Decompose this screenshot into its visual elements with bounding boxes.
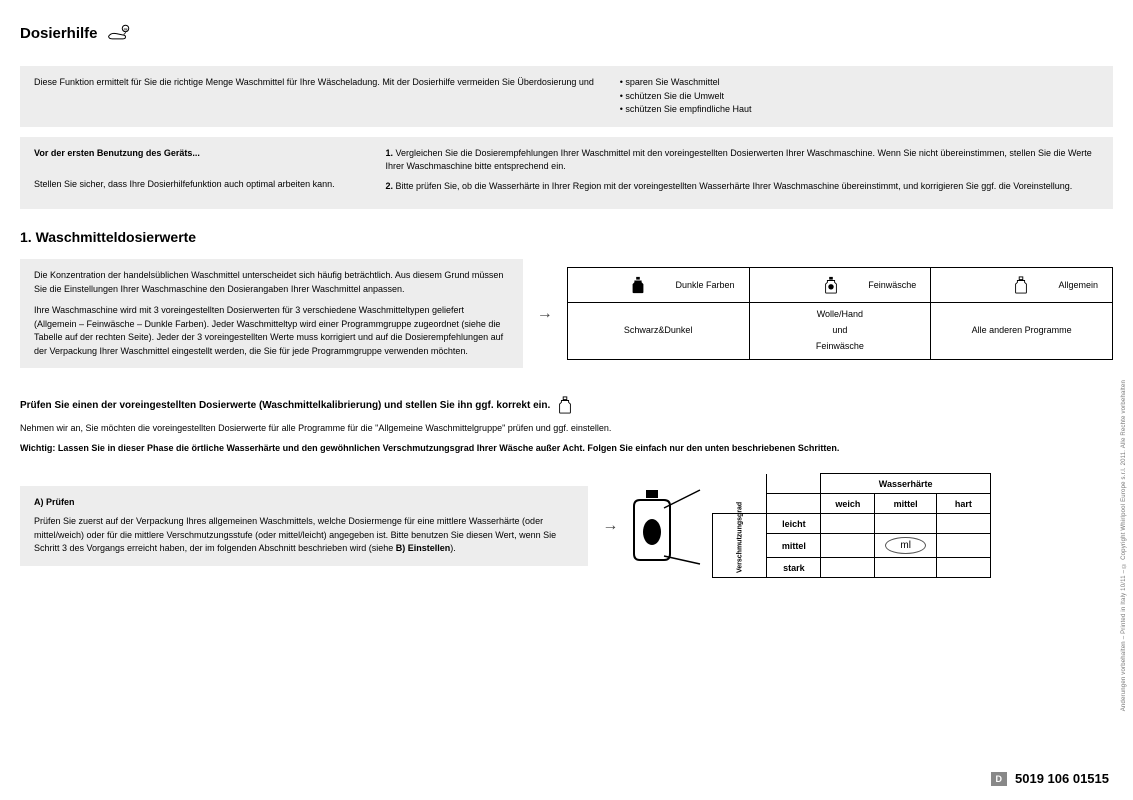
preuse-step1: 1. Vergleichen Sie die Dosierempfehlunge… [385, 147, 1099, 174]
step1-number: 1. [385, 148, 393, 158]
detergent-type-table: Dunkle Farben Feinwäsche Allgemein Schwa… [567, 267, 1113, 359]
preuse-sub: Stellen Sie sicher, dass Ihre Dosierhilf… [34, 178, 365, 192]
intro-box: Diese Funktion ermittelt für Sie die ric… [20, 66, 1113, 127]
calibrate-heading: Prüfen Sie einen der voreingestellten Do… [20, 396, 1113, 414]
step2-text: Bitte prüfen Sie, ob die Wasserhärte in … [395, 181, 1072, 191]
step-a-heading: A) Prüfen [34, 497, 75, 507]
water-hardness-diagram: Wasserhärte weich mittel hart Verschmutz… [632, 473, 1113, 578]
bottle-general-icon [1014, 276, 1028, 294]
table-cell: Wolle/Hand und Feinwäsche [749, 303, 931, 358]
intro-bullets: sparen Sie Waschmittel schützen Sie die … [620, 76, 1099, 117]
step2-number: 2. [385, 181, 393, 191]
page-title: Dosierhilfe ml [20, 20, 1113, 46]
water-hardness-table: Wasserhärte weich mittel hart Verschmutz… [712, 473, 991, 578]
preuse-box: Vor der ersten Benutzung des Geräts... S… [20, 137, 1113, 210]
copyright-sidenote: Änderungen vorbehalten – Printed in Ital… [1121, 380, 1127, 711]
table-cell: Schwarz&Dunkel [568, 303, 749, 358]
intro-bullet: sparen Sie Waschmittel [620, 76, 1099, 90]
page-title-text: Dosierhilfe [20, 25, 98, 42]
wtable-colhead: Wasserhärte [821, 474, 991, 494]
intro-description: Diese Funktion ermittelt für Sie die ric… [34, 76, 620, 117]
bottle-outline-icon [558, 396, 572, 414]
section1-p2: Ihre Waschmaschine wird mit 3 voreingest… [34, 304, 509, 358]
calibrate-p1: Nehmen wir an, Sie möchten die voreinges… [20, 422, 1113, 436]
bottle-dark-icon [631, 276, 645, 294]
step-a-body: Prüfen Sie zuerst auf der Verpackung Ihr… [34, 515, 574, 556]
table-cell-dark: Dunkle Farben [568, 268, 749, 302]
bottle-zoom-icon [632, 486, 702, 566]
arrow-icon: → [602, 517, 618, 535]
wtable-rowhead: Verschmutzungsgrad [713, 514, 767, 578]
step-a-row: A) Prüfen Prüfen Sie zuerst auf der Verp… [20, 473, 1113, 578]
footer: D 5019 106 01515 [991, 771, 1109, 786]
section1-p1: Die Konzentration der handelsüblichen Wa… [34, 269, 509, 296]
table-cell: Alle anderen Programme [930, 303, 1112, 358]
calibrate-p2: Wichtig: Lassen Sie in dieser Phase die … [20, 442, 1113, 456]
preuse-heading: Vor der ersten Benutzung des Geräts... [34, 148, 200, 158]
svg-text:ml: ml [123, 27, 127, 31]
preuse-step2: 2. Bitte prüfen Sie, ob die Wasserhärte … [385, 180, 1099, 194]
footer-badge: D [991, 772, 1008, 786]
step1-text: Vergleichen Sie die Dosierempfehlungen I… [385, 148, 1091, 172]
table-cell-general: Allgemein [930, 268, 1112, 302]
table-cell-fine: Feinwäsche [749, 268, 931, 302]
table-h1: Dunkle Farben [675, 280, 734, 292]
intro-bullet: schützen Sie empfindliche Haut [620, 103, 1099, 117]
intro-bullet: schützen Sie die Umwelt [620, 90, 1099, 104]
wtable-ml-cell: ml [875, 534, 937, 558]
section1-title: 1. Waschmitteldosierwerte [20, 229, 1113, 245]
table-h3: Allgemein [1058, 280, 1098, 292]
arrow-icon: → [537, 305, 553, 323]
dosier-row: Die Konzentration der handelsüblichen Wa… [20, 259, 1113, 368]
footer-code: 5019 106 01515 [1015, 771, 1109, 786]
dosing-hand-icon: ml [106, 20, 132, 46]
bottle-fine-icon [824, 276, 838, 294]
step-a-box: A) Prüfen Prüfen Sie zuerst auf der Verp… [20, 486, 588, 566]
table-h2: Feinwäsche [868, 280, 916, 292]
